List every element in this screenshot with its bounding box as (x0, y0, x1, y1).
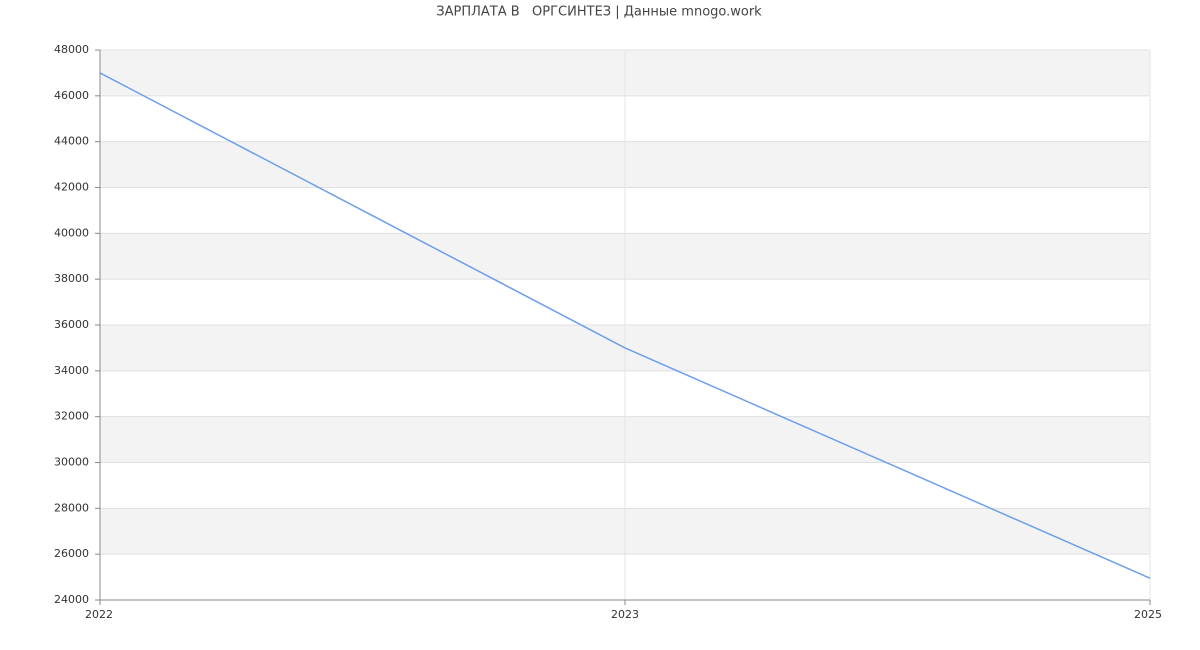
y-tick-label: 32000 (54, 410, 89, 423)
y-tick-label: 24000 (54, 593, 89, 606)
y-tick-label: 40000 (54, 226, 89, 239)
x-tick-label: 2025 (1134, 608, 1162, 621)
y-tick-label: 38000 (54, 272, 89, 285)
y-tick-label: 28000 (54, 501, 89, 514)
y-tick-label: 42000 (54, 181, 89, 194)
chart-title: ЗАРПЛАТА В ОРГСИНТЕЗ | Данные mnogo.work (436, 5, 762, 20)
y-tick-label: 48000 (54, 43, 89, 56)
y-tick-label: 36000 (54, 318, 89, 331)
y-tick-label: 44000 (54, 135, 89, 148)
y-tick-label: 34000 (54, 364, 89, 377)
line (99, 72, 1151, 579)
x-tick-label: 2022 (85, 608, 113, 621)
y-tick-label: 26000 (54, 547, 89, 560)
y-tick-label: 46000 (54, 89, 89, 102)
y-tick-label: 30000 (54, 456, 89, 469)
x-tick-label: 2023 (611, 608, 639, 621)
